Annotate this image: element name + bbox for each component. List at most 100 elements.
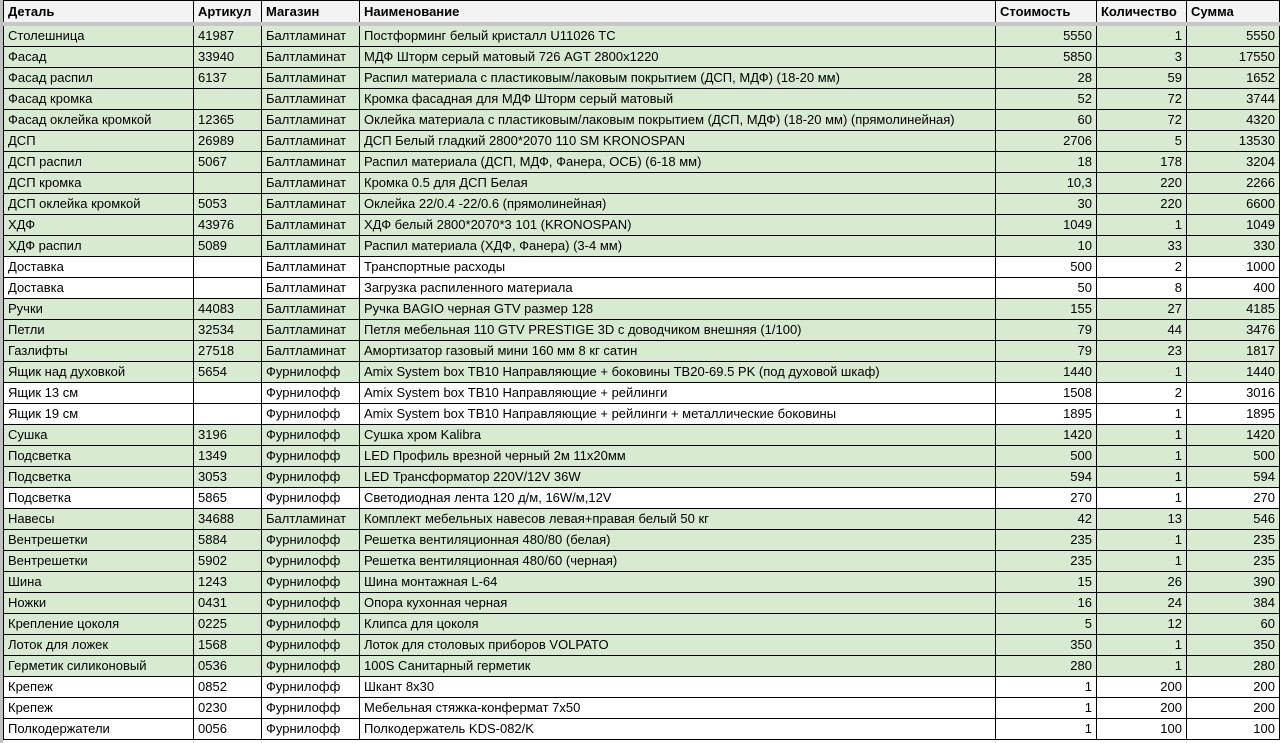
cell-quantity[interactable]: 13	[1096, 508, 1187, 530]
cell-article[interactable]: 32534	[193, 319, 262, 341]
cell-article[interactable]: 0225	[193, 613, 262, 635]
cell-sum[interactable]: 60	[1186, 613, 1280, 635]
column-header-sum[interactable]: Сумма	[1186, 0, 1280, 26]
cell-store[interactable]: Балтламинат	[261, 109, 360, 131]
cell-store[interactable]: Балтламинат	[261, 508, 360, 530]
cell-article[interactable]: 41987	[193, 23, 262, 47]
cell-price[interactable]: 280	[995, 655, 1097, 677]
cell-quantity[interactable]: 200	[1096, 697, 1187, 719]
cell-quantity[interactable]: 1	[1096, 529, 1187, 551]
cell-detail[interactable]: ХДФ	[3, 214, 194, 236]
cell-price[interactable]: 42	[995, 508, 1097, 530]
cell-quantity[interactable]: 1	[1096, 550, 1187, 572]
cell-store[interactable]: Фурнилофф	[261, 529, 360, 551]
cell-sum[interactable]: 390	[1186, 571, 1280, 593]
cell-price[interactable]: 30	[995, 193, 1097, 215]
cell-article[interactable]: 5067	[193, 151, 262, 173]
cell-article[interactable]: 5902	[193, 550, 262, 572]
cell-detail[interactable]: Петли	[3, 319, 194, 341]
cell-store[interactable]: Фурнилофф	[261, 571, 360, 593]
cell-quantity[interactable]: 33	[1096, 235, 1187, 257]
cell-price[interactable]: 1420	[995, 424, 1097, 446]
cell-article[interactable]: 5865	[193, 487, 262, 509]
cell-store[interactable]: Фурнилофф	[261, 613, 360, 635]
cell-quantity[interactable]: 220	[1096, 172, 1187, 194]
cell-detail[interactable]: Крепление цоколя	[3, 613, 194, 635]
cell-sum[interactable]: 200	[1186, 697, 1280, 719]
cell-name[interactable]: Постформинг белый кристалл U11026 TC	[359, 23, 996, 47]
cell-store[interactable]: Балтламинат	[261, 88, 360, 110]
cell-article[interactable]: 6137	[193, 67, 262, 89]
cell-name[interactable]: Решетка вентиляционная 480/80 (белая)	[359, 529, 996, 551]
cell-price[interactable]: 2706	[995, 130, 1097, 152]
cell-store[interactable]: Фурнилофф	[261, 697, 360, 719]
cell-quantity[interactable]: 1	[1096, 214, 1187, 236]
cell-store[interactable]: Фурнилофф	[261, 466, 360, 488]
cell-store[interactable]: Балтламинат	[261, 67, 360, 89]
cell-name[interactable]: Ручка BAGIO черная GTV размер 128	[359, 298, 996, 320]
cell-price[interactable]: 52	[995, 88, 1097, 110]
cell-quantity[interactable]: 220	[1096, 193, 1187, 215]
cell-sum[interactable]: 3204	[1186, 151, 1280, 173]
cell-sum[interactable]: 400	[1186, 277, 1280, 299]
cell-quantity[interactable]: 178	[1096, 151, 1187, 173]
cell-sum[interactable]: 1049	[1186, 214, 1280, 236]
cell-quantity[interactable]: 72	[1096, 88, 1187, 110]
cell-quantity[interactable]: 24	[1096, 592, 1187, 614]
cell-sum[interactable]: 13530	[1186, 130, 1280, 152]
cell-detail[interactable]: Вентрешетки	[3, 529, 194, 551]
cell-store[interactable]: Фурнилофф	[261, 445, 360, 467]
cell-detail[interactable]: Шина	[3, 571, 194, 593]
cell-article[interactable]: 1349	[193, 445, 262, 467]
cell-article[interactable]: 0056	[193, 718, 262, 740]
cell-store[interactable]: Балтламинат	[261, 256, 360, 278]
cell-price[interactable]: 1	[995, 697, 1097, 719]
cell-store[interactable]: Балтламинат	[261, 46, 360, 68]
cell-detail[interactable]: Крепеж	[3, 697, 194, 719]
cell-name[interactable]: ДСП Белый гладкий 2800*2070 110 SM KRONO…	[359, 130, 996, 152]
column-header-price[interactable]: Стоимость	[995, 0, 1097, 26]
cell-name[interactable]: Amix System box TB10 Направляющие + рейл…	[359, 403, 996, 425]
cell-name[interactable]: Оклейка 22/0.4 -22/0.6 (прямолинейная)	[359, 193, 996, 215]
cell-sum[interactable]: 330	[1186, 235, 1280, 257]
cell-article[interactable]: 3053	[193, 466, 262, 488]
cell-sum[interactable]: 1652	[1186, 67, 1280, 89]
cell-price[interactable]: 79	[995, 340, 1097, 362]
cell-quantity[interactable]: 2	[1096, 382, 1187, 404]
cell-price[interactable]: 594	[995, 466, 1097, 488]
cell-sum[interactable]: 1895	[1186, 403, 1280, 425]
cell-name[interactable]: Amix System box TB10 Направляющие + боко…	[359, 361, 996, 383]
cell-quantity[interactable]: 5	[1096, 130, 1187, 152]
column-header-detail[interactable]: Деталь	[3, 0, 194, 26]
cell-quantity[interactable]: 72	[1096, 109, 1187, 131]
cell-price[interactable]: 15	[995, 571, 1097, 593]
cell-sum[interactable]: 384	[1186, 592, 1280, 614]
cell-store[interactable]: Фурнилофф	[261, 676, 360, 698]
cell-article[interactable]: 43976	[193, 214, 262, 236]
cell-name[interactable]: Сушка хром Kalibra	[359, 424, 996, 446]
cell-store[interactable]: Балтламинат	[261, 151, 360, 173]
cell-store[interactable]: Балтламинат	[261, 277, 360, 299]
cell-detail[interactable]: Доставка	[3, 256, 194, 278]
cell-article[interactable]: 0536	[193, 655, 262, 677]
cell-sum[interactable]: 1817	[1186, 340, 1280, 362]
column-header-name[interactable]: Наименование	[359, 0, 996, 26]
cell-quantity[interactable]: 44	[1096, 319, 1187, 341]
cell-article[interactable]: 0852	[193, 676, 262, 698]
cell-article[interactable]: 5053	[193, 193, 262, 215]
cell-sum[interactable]: 235	[1186, 529, 1280, 551]
cell-quantity[interactable]: 1	[1096, 361, 1187, 383]
cell-name[interactable]: Распил материала (ХДФ, Фанера) (3-4 мм)	[359, 235, 996, 257]
cell-detail[interactable]: Сушка	[3, 424, 194, 446]
cell-store[interactable]: Балтламинат	[261, 235, 360, 257]
cell-quantity[interactable]: 3	[1096, 46, 1187, 68]
cell-name[interactable]: Клипса для цоколя	[359, 613, 996, 635]
cell-detail[interactable]: Ящик 19 см	[3, 403, 194, 425]
cell-detail[interactable]: Фасад распил	[3, 67, 194, 89]
cell-name[interactable]: Амортизатор газовый мини 160 мм 8 кг сат…	[359, 340, 996, 362]
cell-store[interactable]: Фурнилофф	[261, 718, 360, 740]
cell-price[interactable]: 235	[995, 529, 1097, 551]
cell-price[interactable]: 5850	[995, 46, 1097, 68]
cell-sum[interactable]: 1000	[1186, 256, 1280, 278]
cell-detail[interactable]: Газлифты	[3, 340, 194, 362]
